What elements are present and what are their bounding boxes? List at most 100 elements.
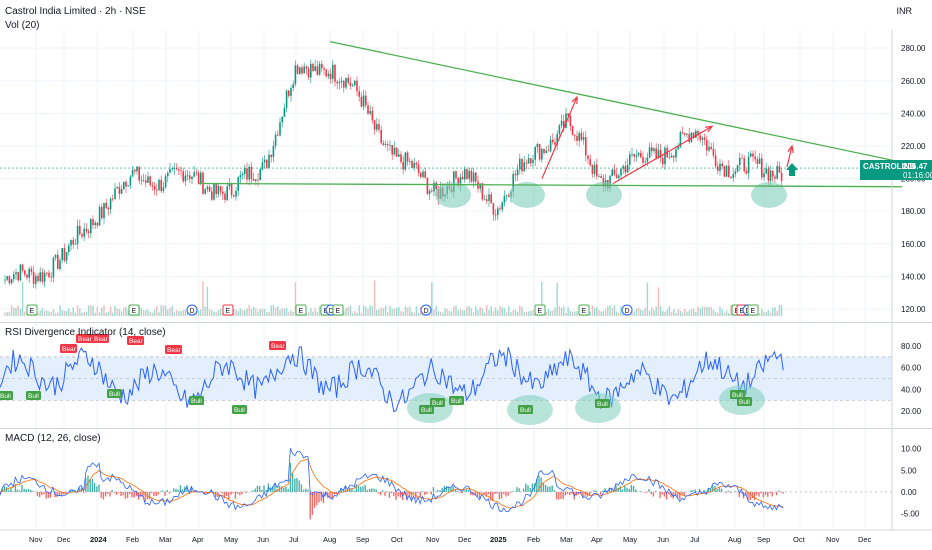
- candle-body: [673, 155, 675, 158]
- macd-histogram-bar: [214, 491, 217, 498]
- candle-body: [472, 172, 475, 182]
- macd-histogram-bar: [430, 491, 432, 495]
- macd-histogram-bar: [351, 488, 353, 492]
- bear-badge: [165, 345, 182, 354]
- volume-bar: [699, 308, 701, 316]
- candle-body: [684, 132, 686, 135]
- volume-bar: [668, 306, 671, 316]
- volume-bar: [690, 309, 693, 316]
- projection-arrow: [541, 96, 578, 179]
- macd-histogram-bar: [175, 488, 177, 492]
- candle-body: [688, 134, 690, 142]
- candle-body: [468, 170, 470, 179]
- volume-bar: [266, 311, 268, 316]
- candle-body: [719, 163, 721, 171]
- event-marker-badge: [534, 304, 546, 316]
- macd-histogram-bar: [230, 491, 232, 495]
- macd-histogram-bar: [564, 491, 567, 496]
- macd-histogram-bar: [228, 491, 230, 500]
- macd-histogram-bar: [131, 491, 133, 498]
- macd-histogram-bar: [663, 491, 666, 497]
- macd-histogram-bar: [360, 486, 362, 492]
- candle-body: [633, 153, 635, 157]
- macd-histogram-bar: [593, 490, 595, 492]
- candle-body: [730, 176, 732, 178]
- candle-body: [281, 116, 283, 123]
- volume-bar: [719, 306, 721, 316]
- macd-histogram-bar: [615, 485, 617, 492]
- volume-bar: [164, 305, 167, 316]
- volume-bar: [475, 306, 477, 316]
- macd-histogram-bar: [344, 486, 347, 492]
- candle-body: [769, 170, 772, 181]
- macd-histogram-bar: [38, 491, 41, 498]
- time-axis-label: Sep: [757, 535, 770, 544]
- volume-bar: [107, 311, 110, 316]
- volume-bar: [512, 310, 514, 316]
- candle-body: [138, 166, 140, 181]
- macd-histogram-bar: [124, 491, 127, 499]
- candle-body: [351, 85, 354, 86]
- macd-histogram-bar: [560, 491, 562, 499]
- macd-histogram-bar: [300, 484, 303, 492]
- rsi-indicator-label[interactable]: RSI Divergence Indicator (14, close): [5, 327, 166, 338]
- event-marker-text: E: [336, 308, 341, 315]
- macd-histogram-bar: [252, 490, 254, 492]
- volume-bar: [112, 312, 114, 316]
- candle-body: [582, 137, 585, 140]
- macd-histogram-bar: [577, 491, 580, 495]
- macd-histogram-bar: [305, 488, 307, 492]
- pane-divider[interactable]: [0, 322, 932, 323]
- candle-body: [310, 63, 312, 78]
- volume-bar: [74, 312, 77, 316]
- price-candles: [4, 59, 783, 289]
- candle-body: [299, 67, 301, 74]
- macd-histogram-bar: [417, 491, 419, 493]
- volume-bar: [402, 311, 404, 316]
- candle-body: [554, 142, 556, 145]
- volume-bar: [239, 308, 242, 316]
- macd-indicator-label[interactable]: MACD (12, 26, close): [5, 433, 101, 444]
- macd-histogram-bar: [217, 491, 219, 497]
- candle-body: [712, 148, 715, 156]
- volume-bar: [776, 310, 778, 316]
- volume-bar: [87, 305, 90, 316]
- candle-body: [261, 162, 264, 170]
- macd-histogram-bar: [441, 488, 443, 492]
- candle-body: [178, 169, 180, 171]
- candle-body: [204, 189, 206, 194]
- candle-body: [230, 184, 233, 196]
- macd-histogram-bar: [164, 491, 166, 496]
- pane-divider[interactable]: [0, 428, 932, 429]
- candle-body: [24, 270, 26, 275]
- candle-body: [772, 170, 774, 177]
- volume-bar: [310, 308, 312, 316]
- candle-body: [81, 234, 83, 237]
- macd-histogram-bar: [780, 491, 782, 493]
- candle-body: [655, 148, 657, 158]
- volume-bar: [252, 306, 255, 316]
- volume-bar: [706, 306, 708, 316]
- volume-bar: [692, 309, 695, 316]
- volume-bar: [613, 305, 616, 316]
- macd-histogram-bar: [661, 491, 663, 495]
- volume-bar: [604, 308, 607, 316]
- volume-bar: [158, 312, 160, 316]
- candle-body: [131, 170, 134, 177]
- candle-body: [490, 194, 492, 204]
- macd-histogram-bar: [232, 491, 234, 493]
- volume-bar: [349, 305, 352, 316]
- macd-histogram-bar: [190, 486, 193, 492]
- macd-histogram-bar: [478, 491, 481, 499]
- candle-body: [629, 154, 631, 165]
- candle-body: [307, 68, 310, 78]
- volume-bar: [351, 312, 354, 316]
- volume-bar: [686, 311, 688, 316]
- macd-histogram-bar: [602, 490, 604, 492]
- volume-indicator-label[interactable]: Vol (20): [5, 20, 40, 31]
- macd-histogram-bar: [782, 491, 784, 494]
- macd-histogram-bar: [393, 491, 395, 497]
- macd-histogram-bar: [705, 491, 707, 493]
- candle-body: [61, 248, 63, 261]
